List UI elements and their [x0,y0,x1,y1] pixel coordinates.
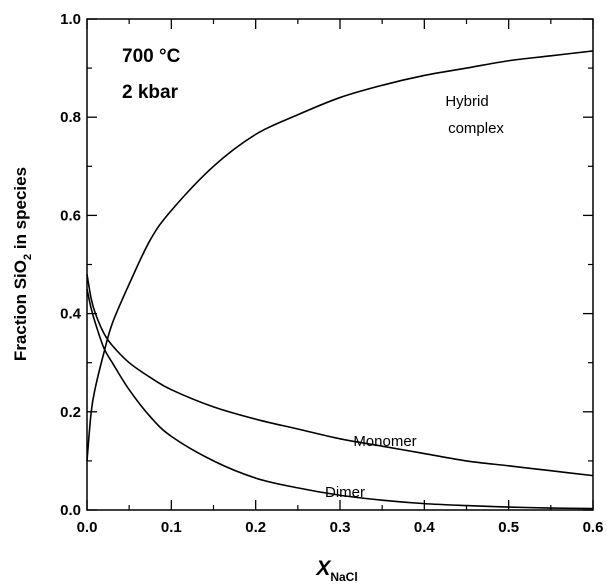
y-tick-label: 0.0 [60,502,81,519]
label-hybrid-line2: complex [448,120,504,137]
x-tick-label: 0.0 [77,519,98,536]
ticks [86,18,594,511]
annotation-temperature: 700 °C [122,46,181,67]
series-line-hybrid-complex [86,50,594,461]
y-tick-label: 0.2 [60,404,81,421]
y-tick-label: 1.0 [60,11,81,28]
x-tick-label: 0.1 [161,519,182,536]
y-axis-title-suffix: in species [11,167,30,254]
y-axis-title-main: Fraction SiO [11,260,30,361]
annotation-pressure: 2 kbar [122,82,179,103]
x-axis-title-sub: NaCl [330,570,357,584]
x-axis-title: XNaCl [315,557,357,584]
x-tick-label: 0.5 [498,519,519,536]
y-tick-label: 0.8 [60,109,81,126]
x-tick-label: 0.2 [245,519,266,536]
label-dimer: Dimer [325,484,365,501]
y-axis-title: Fraction SiO2 in species [11,167,34,361]
x-tick-label: 0.3 [330,519,351,536]
y-tick-label: 0.6 [60,207,81,224]
y-tick-label: 0.4 [60,306,82,323]
x-axis-title-main: X [315,557,332,580]
x-tick-label: 0.6 [583,519,604,536]
series-line-monomer [86,274,594,477]
tick-labels: 0.0 0.1 0.2 0.3 0.4 0.5 0.6 0.0 0.2 0.4 0.6 0.8 1.0 [60,11,603,536]
x-tick-label: 0.4 [414,519,436,536]
series-line-dimer [86,288,594,510]
y-axis-title-sub: 2 [22,254,34,260]
label-hybrid-line1: Hybrid [445,93,488,110]
series-lines [86,50,594,510]
label-monomer: Monomer [353,433,416,450]
